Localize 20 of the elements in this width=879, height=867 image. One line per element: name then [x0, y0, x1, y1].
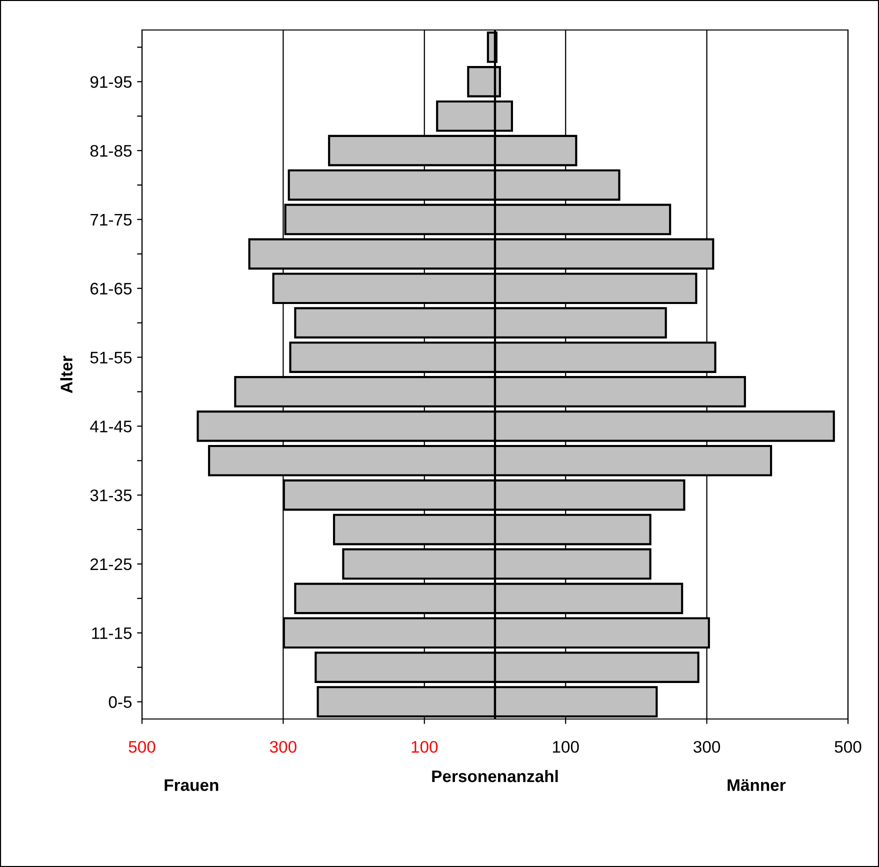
y-tick-label: 61-65	[90, 282, 132, 295]
text: Frauen	[164, 779, 218, 791]
x-tick-label: 100	[552, 740, 579, 753]
y-tick-label: 11-15	[92, 627, 132, 640]
y-tick-label: 51-55	[90, 352, 132, 364]
x-axis-title: Personenanzahl	[432, 770, 558, 782]
x-tick-label: 500	[128, 740, 156, 753]
y-tick-label: 41-45	[90, 420, 132, 432]
text: Männer	[728, 779, 786, 791]
y-tick-label: 71-75	[90, 214, 132, 226]
x-tick-label: 300	[270, 740, 296, 753]
x-tick-label: 300	[694, 740, 720, 753]
y-tick-label: 91-95	[90, 76, 132, 88]
y-tick-label: 0-5	[108, 696, 132, 708]
y-axis-title: Alter	[60, 356, 72, 394]
y-tick-label: 21-25	[90, 558, 132, 570]
y-tick-label: 81-85	[90, 144, 132, 157]
x-tick-label: 100	[412, 740, 438, 753]
x-tick-label: 500	[834, 740, 862, 753]
y-tick-label: 31-35	[90, 489, 132, 502]
